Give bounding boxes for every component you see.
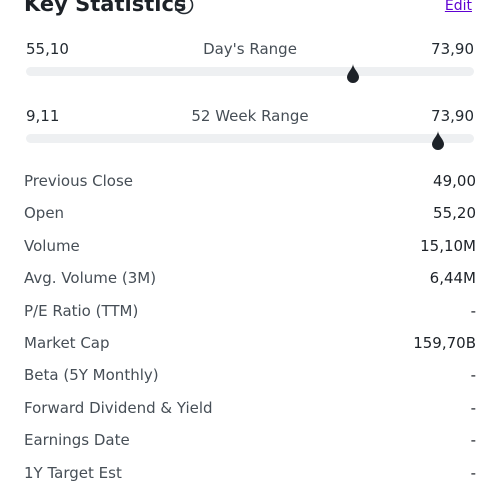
week52-range-marker-icon: [432, 131, 445, 150]
edit-link[interactable]: Edit: [444, 0, 472, 14]
stat-label: Earnings Date: [24, 431, 130, 450]
week52-range-low: 9,11: [26, 107, 60, 125]
stat-row-beta: Beta (5Y Monthly) -: [24, 360, 476, 392]
stat-label: Avg. Volume (3M): [24, 269, 157, 288]
stats-list: Previous Close 49,00 Open 55,20 Volume 1…: [24, 166, 476, 490]
stat-label: Previous Close: [24, 172, 134, 190]
days-range-label: Day's Range: [203, 40, 297, 58]
week52-range: 9,11 52 Week Range 73,90: [26, 107, 474, 150]
stat-label: Beta (5Y Monthly): [24, 366, 159, 385]
stat-label: Forward Dividend & Yield: [24, 398, 213, 417]
section-title: Key Statistics: [24, 0, 187, 16]
week52-range-high: 73,90: [431, 107, 474, 125]
days-range-marker-icon: [347, 64, 360, 83]
stat-label: Volume: [24, 236, 80, 255]
stat-row-earnings-date: Earnings Date -: [24, 425, 476, 457]
stat-value: -: [470, 463, 476, 482]
stat-value: -: [470, 398, 476, 417]
stat-row-previous-close: Previous Close 49,00: [24, 166, 476, 198]
stat-row-target-est: 1Y Target Est -: [24, 458, 476, 490]
week52-range-label: 52 Week Range: [191, 107, 309, 125]
stat-value: -: [470, 301, 476, 320]
stat-row-open: Open 55,20: [24, 198, 476, 230]
stat-row-forward-dividend: Forward Dividend & Yield -: [24, 393, 476, 425]
stat-value: 6,44M: [429, 269, 476, 288]
info-icon[interactable]: [174, 0, 194, 15]
stat-label: Open: [24, 204, 65, 223]
stat-value: -: [470, 366, 476, 385]
stat-value: 55,20: [433, 204, 476, 223]
stat-value: 159,70B: [413, 333, 476, 352]
days-range-track: [26, 67, 474, 76]
stat-row-market-cap: Market Cap 159,70B: [24, 328, 476, 360]
days-range-high: 73,90: [431, 40, 474, 58]
stat-row-avg-volume: Avg. Volume (3M) 6,44M: [24, 263, 476, 295]
stat-value: 49,00: [433, 172, 476, 190]
stat-row-volume: Volume 15,10M: [24, 231, 476, 263]
stat-label: 1Y Target Est: [24, 463, 122, 482]
key-statistics-header: Key Statistics Edit: [24, 0, 476, 24]
stat-value: -: [470, 431, 476, 450]
stat-label: P/E Ratio (TTM): [24, 301, 139, 320]
stat-label: Market Cap: [24, 333, 110, 352]
week52-range-track: [26, 134, 474, 143]
days-range-low: 55,10: [26, 40, 69, 58]
stat-row-pe-ratio: P/E Ratio (TTM) -: [24, 296, 476, 328]
days-range: 55,10 Day's Range 73,90: [26, 40, 474, 83]
stat-value: 15,10M: [420, 236, 476, 255]
